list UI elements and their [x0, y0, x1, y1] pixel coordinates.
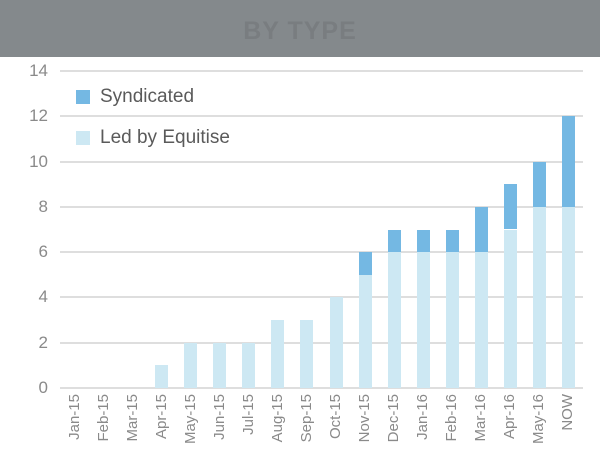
y-tick-8: 8: [38, 196, 48, 216]
gridline-0: [60, 387, 583, 389]
bar-nov-15-syndicated: [358, 252, 372, 275]
x-tick-apr-16: Apr-16: [501, 394, 519, 440]
bar-feb-16-syndicated: [445, 229, 459, 253]
bar-jan-16-led-by-equitise: [416, 252, 430, 388]
legend: Syndicated Led by Equitise: [76, 86, 230, 168]
y-tick-12: 12: [29, 106, 48, 126]
x-tick-oct-15: Oct-15: [327, 394, 345, 440]
bar-dec-15-syndicated: [387, 229, 401, 253]
x-tick-may-16: May-16: [530, 394, 548, 445]
gridline-6: [60, 251, 583, 254]
syndicated-swatch: [76, 90, 90, 104]
x-tick-aug-15: Aug-15: [268, 394, 286, 443]
by-type-chart: 0 2 4 6 8 10 12 14 Jan-15 Feb-15 Mar-15 Apr-15 May-…: [0, 57, 600, 471]
x-tick-mar-16: Mar-16: [472, 394, 490, 442]
bar-now-syndicated: [561, 116, 575, 207]
bar-may-15-led-by-equitise: [184, 342, 198, 388]
y-tick-10: 10: [29, 151, 48, 171]
x-tick-feb-16: Feb-16: [443, 394, 461, 442]
led-by-equitise-swatch: [76, 131, 90, 145]
gridline-8: [60, 205, 583, 208]
bar-apr-16-led-by-equitise: [503, 229, 517, 388]
x-tick-may-15: May-15: [181, 394, 199, 445]
bar-oct-15-led-by-equitise: [329, 297, 343, 388]
chart-title: BY TYPE: [243, 17, 357, 45]
y-tick-4: 4: [38, 287, 48, 307]
bar-now-led-by-equitise: [561, 206, 575, 388]
x-tick-feb-15: Feb-15: [94, 394, 112, 442]
bar-feb-16-led-by-equitise: [445, 252, 459, 388]
bar-may-16-led-by-equitise: [532, 206, 546, 388]
x-tick-jul-15: Jul-15: [239, 394, 257, 435]
y-tick-6: 6: [38, 242, 48, 262]
y-tick-14: 14: [29, 61, 48, 80]
bar-aug-15-led-by-equitise: [271, 320, 285, 388]
x-tick-mar-15: Mar-15: [123, 394, 141, 442]
chart-header: BY TYPE: [0, 0, 600, 57]
gridline-2: [60, 341, 583, 344]
x-tick-jun-15: Jun-15: [210, 394, 228, 440]
legend-item-led-by-equitise: Led by Equitise: [76, 127, 230, 149]
bar-dec-15-led-by-equitise: [387, 252, 401, 388]
bar-jun-15-led-by-equitise: [213, 342, 227, 388]
x-tick-nov-15: Nov-15: [356, 394, 374, 443]
gridline-14: [60, 70, 583, 72]
bar-apr-15-led-by-equitise: [155, 365, 169, 388]
gridline-4: [60, 296, 583, 299]
y-tick-2: 2: [38, 332, 48, 352]
gridline-12: [60, 115, 583, 118]
y-tick-0: 0: [38, 378, 48, 397]
x-tick-now: NOW: [559, 394, 577, 431]
bar-jan-16-syndicated: [416, 229, 430, 253]
bar-jul-15-led-by-equitise: [242, 342, 256, 388]
legend-item-syndicated: Syndicated: [76, 86, 230, 108]
bar-sep-15-led-by-equitise: [300, 320, 314, 388]
gridline-10: [60, 160, 583, 163]
syndicated-label: Syndicated: [100, 86, 195, 107]
x-tick-jan-16: Jan-16: [414, 394, 432, 440]
x-tick-sep-15: Sep-15: [297, 394, 315, 443]
x-tick-jan-15: Jan-15: [65, 394, 83, 440]
bar-mar-16-led-by-equitise: [474, 252, 488, 388]
bar-mar-16-syndicated: [474, 206, 488, 253]
bar-nov-15-led-by-equitise: [358, 274, 372, 388]
x-tick-dec-15: Dec-15: [385, 394, 403, 443]
bar-apr-16-syndicated: [503, 184, 517, 230]
bar-may-16-syndicated: [532, 161, 546, 207]
led-by-equitise-label: Led by Equitise: [100, 127, 230, 148]
x-tick-apr-15: Apr-15: [152, 394, 170, 440]
